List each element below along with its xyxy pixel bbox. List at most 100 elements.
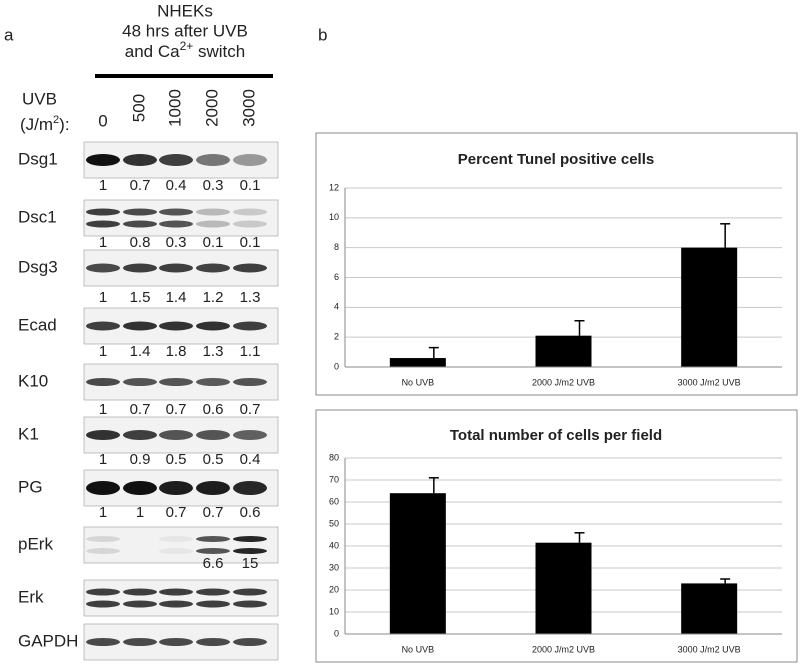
quantification: 1	[136, 504, 144, 521]
band	[159, 481, 193, 495]
quantification: 0.4	[166, 177, 187, 194]
band	[159, 378, 193, 386]
band	[196, 430, 230, 440]
x-tick-label: 3000 J/m2 UVB	[678, 644, 741, 654]
band	[233, 430, 267, 440]
band	[196, 263, 230, 273]
quantification: 1.5	[130, 289, 151, 306]
superscript: 2+	[180, 39, 194, 53]
band	[86, 536, 120, 542]
y-tick-label: 0	[334, 628, 339, 638]
header-bar	[95, 74, 273, 78]
band	[86, 220, 120, 228]
band	[159, 588, 193, 596]
quantification: 0.1	[203, 234, 224, 251]
quantification: 0.3	[203, 177, 224, 194]
band	[196, 321, 230, 331]
band	[159, 263, 193, 273]
y-tick-label: 40	[329, 540, 339, 550]
quantification: 1	[99, 504, 107, 521]
quantification: 6.6	[203, 555, 224, 572]
header: and Ca2+ switch	[125, 39, 245, 61]
band	[123, 638, 157, 646]
bar	[535, 542, 592, 634]
band	[233, 588, 267, 596]
band	[159, 536, 193, 542]
quantification: 0.5	[203, 451, 224, 468]
y-tick-label: 20	[329, 584, 339, 594]
band	[86, 548, 120, 554]
band	[233, 638, 267, 646]
quantification: 1.2	[203, 289, 224, 306]
header: 48 hrs after UVB	[122, 21, 248, 40]
band	[159, 600, 193, 608]
x-tick-label: No UVB	[402, 377, 435, 387]
y-tick-label: 12	[329, 182, 339, 192]
y-tick-label: 8	[334, 242, 339, 252]
chart-frame	[315, 409, 798, 663]
quantification: 0.1	[240, 234, 261, 251]
quantification: 0.6	[240, 504, 261, 521]
dose-label-part: ):	[59, 115, 69, 134]
band	[233, 263, 267, 273]
band	[123, 263, 157, 273]
chart-title: Percent Tunel positive cells	[458, 151, 654, 168]
row-label: K1	[18, 424, 39, 443]
dose-label-part: (J/m	[20, 115, 53, 134]
panel-label: b	[318, 25, 327, 44]
y-tick-label: 80	[329, 452, 339, 462]
y-tick-label: 30	[329, 562, 339, 572]
quantification: 1	[99, 234, 107, 251]
band	[86, 208, 120, 216]
band	[159, 638, 193, 646]
superscript: 2	[53, 114, 59, 126]
band	[196, 548, 230, 554]
blot-background	[83, 526, 279, 564]
band	[86, 263, 120, 273]
quantification: 0.7	[203, 504, 224, 521]
chart-frame	[315, 132, 798, 396]
dose-label: (J/m2):	[20, 114, 70, 135]
band	[123, 208, 157, 216]
y-tick-label: 0	[334, 361, 339, 371]
quantification: 0.7	[166, 504, 187, 521]
row-label: PG	[18, 477, 43, 496]
row-label: GAPDH	[18, 631, 78, 650]
band	[159, 430, 193, 440]
quantification: 1.1	[240, 343, 261, 360]
band	[196, 481, 230, 495]
row-label: Dsg1	[18, 149, 58, 168]
quantification: 1	[99, 343, 107, 360]
y-tick-label: 4	[334, 302, 339, 312]
y-tick-label: 6	[334, 272, 339, 282]
row-label: Dsg3	[18, 257, 58, 276]
band	[196, 588, 230, 596]
y-tick-label: 60	[329, 496, 339, 506]
header-part: and Ca	[125, 42, 180, 61]
y-tick-label: 10	[329, 606, 339, 616]
bar	[681, 247, 738, 367]
band	[159, 208, 193, 216]
band	[86, 588, 120, 596]
band	[86, 154, 120, 166]
dose: 3000	[239, 89, 258, 127]
header-part: switch	[193, 42, 245, 61]
quantification: 0.1	[240, 177, 261, 194]
band	[123, 430, 157, 440]
band	[123, 588, 157, 596]
quantification: 0.7	[166, 401, 187, 418]
dose: 500	[129, 94, 148, 122]
header: NHEKs	[157, 1, 213, 20]
dose-label: UVB	[22, 89, 57, 108]
band	[86, 430, 120, 440]
band	[123, 481, 157, 495]
band	[123, 378, 157, 386]
quantification: 1	[99, 177, 107, 194]
y-tick-label: 10	[329, 212, 339, 222]
dose: 1000	[165, 89, 184, 127]
band	[196, 220, 230, 228]
band	[159, 220, 193, 228]
quantification: 1	[99, 401, 107, 418]
band	[159, 548, 193, 554]
